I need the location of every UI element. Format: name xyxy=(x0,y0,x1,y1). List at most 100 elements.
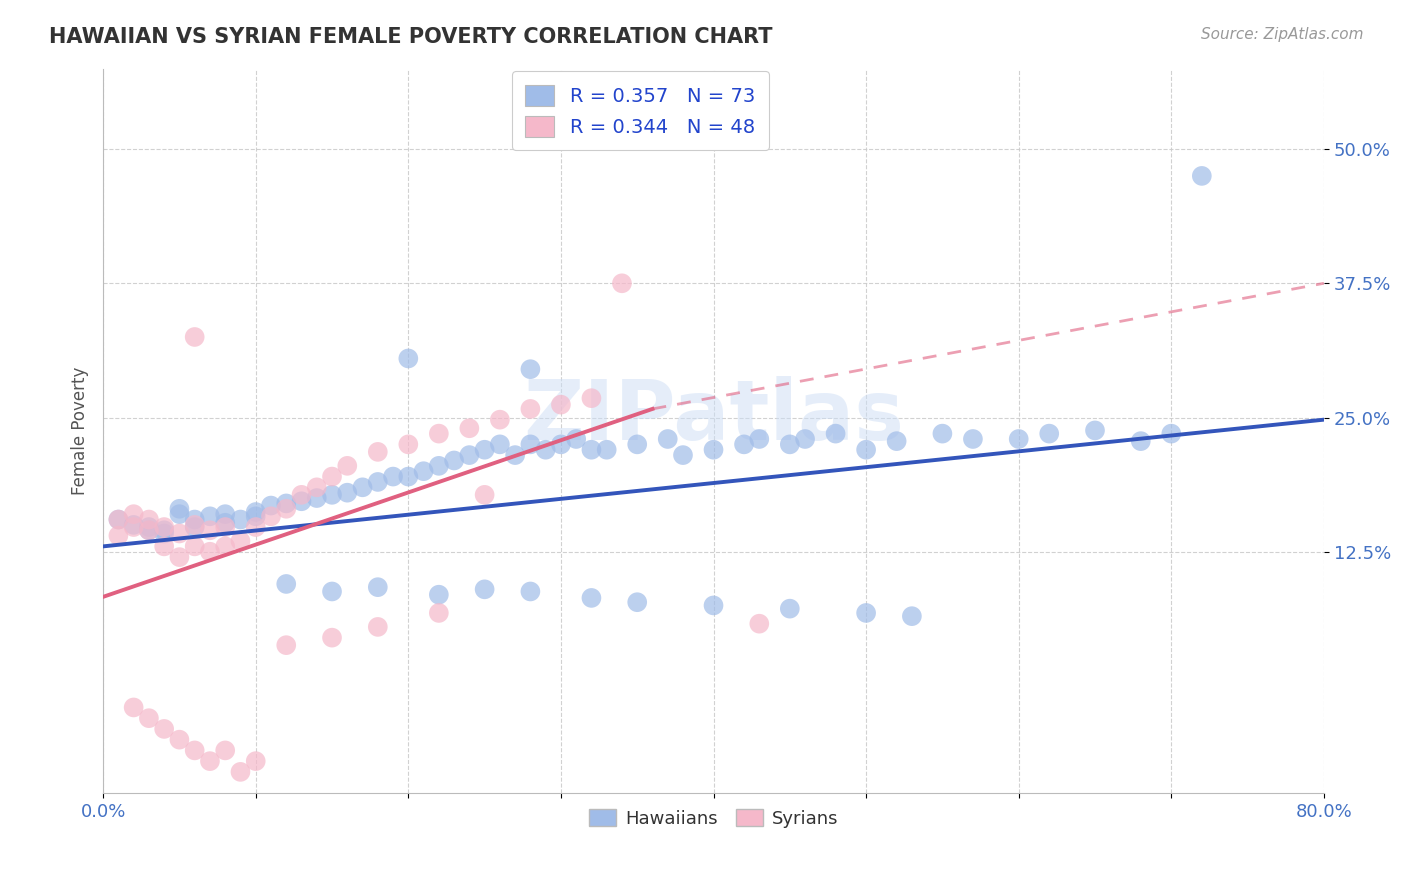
Point xyxy=(214,743,236,757)
Point xyxy=(474,488,496,502)
Point xyxy=(260,499,283,513)
Point xyxy=(886,434,908,449)
Point xyxy=(305,480,328,494)
Point xyxy=(138,523,160,537)
Point xyxy=(305,491,328,505)
Point xyxy=(581,442,603,457)
Point xyxy=(321,488,343,502)
Point xyxy=(367,580,389,594)
Point xyxy=(122,520,145,534)
Point xyxy=(352,480,374,494)
Point xyxy=(214,540,236,554)
Point xyxy=(962,432,984,446)
Point xyxy=(138,523,160,537)
Point xyxy=(382,469,405,483)
Point xyxy=(474,442,496,457)
Point xyxy=(367,620,389,634)
Point xyxy=(153,540,176,554)
Point xyxy=(672,448,695,462)
Point xyxy=(107,512,129,526)
Point xyxy=(474,582,496,597)
Point xyxy=(321,469,343,483)
Point xyxy=(214,520,236,534)
Point xyxy=(336,458,359,473)
Point xyxy=(276,496,298,510)
Point xyxy=(779,437,801,451)
Point xyxy=(229,512,252,526)
Point xyxy=(214,516,236,530)
Point xyxy=(169,526,191,541)
Point xyxy=(276,501,298,516)
Point xyxy=(183,512,205,526)
Point xyxy=(169,550,191,565)
Text: HAWAIIAN VS SYRIAN FEMALE POVERTY CORRELATION CHART: HAWAIIAN VS SYRIAN FEMALE POVERTY CORREL… xyxy=(49,27,773,46)
Point xyxy=(153,520,176,534)
Point xyxy=(702,599,724,613)
Point xyxy=(153,722,176,736)
Point xyxy=(183,540,205,554)
Point xyxy=(855,442,877,457)
Text: ZIPatlas: ZIPatlas xyxy=(523,376,904,457)
Point xyxy=(427,426,450,441)
Point xyxy=(1191,169,1213,183)
Point xyxy=(198,509,221,524)
Point xyxy=(183,517,205,532)
Point xyxy=(489,437,512,451)
Point xyxy=(260,509,283,524)
Point xyxy=(122,700,145,714)
Point xyxy=(229,764,252,779)
Point xyxy=(153,526,176,541)
Point xyxy=(581,391,603,405)
Point xyxy=(107,528,129,542)
Point xyxy=(321,631,343,645)
Point xyxy=(138,711,160,725)
Point xyxy=(748,432,770,446)
Point xyxy=(396,469,419,483)
Point xyxy=(276,638,298,652)
Point xyxy=(519,362,541,376)
Point xyxy=(367,475,389,489)
Point xyxy=(214,507,236,521)
Point xyxy=(550,398,572,412)
Point xyxy=(519,584,541,599)
Point xyxy=(427,458,450,473)
Point xyxy=(412,464,434,478)
Point xyxy=(1008,432,1031,446)
Point xyxy=(1129,434,1152,449)
Point xyxy=(489,412,512,426)
Point xyxy=(657,432,679,446)
Point xyxy=(367,445,389,459)
Point xyxy=(321,584,343,599)
Point xyxy=(290,494,312,508)
Point xyxy=(198,523,221,537)
Point xyxy=(276,577,298,591)
Point xyxy=(550,437,572,451)
Point xyxy=(198,545,221,559)
Point xyxy=(183,743,205,757)
Point xyxy=(427,606,450,620)
Point xyxy=(229,534,252,549)
Point xyxy=(581,591,603,605)
Point xyxy=(183,330,205,344)
Point xyxy=(626,595,648,609)
Point xyxy=(458,448,481,462)
Point xyxy=(1084,424,1107,438)
Point xyxy=(702,442,724,457)
Point xyxy=(596,442,619,457)
Point xyxy=(245,754,267,768)
Point xyxy=(183,520,205,534)
Point xyxy=(733,437,755,451)
Point xyxy=(1160,426,1182,441)
Point xyxy=(153,523,176,537)
Point xyxy=(610,277,633,291)
Point xyxy=(779,601,801,615)
Point xyxy=(122,507,145,521)
Point xyxy=(748,616,770,631)
Point xyxy=(503,448,526,462)
Point xyxy=(336,485,359,500)
Point xyxy=(198,754,221,768)
Point xyxy=(626,437,648,451)
Point xyxy=(519,401,541,416)
Point xyxy=(427,588,450,602)
Point xyxy=(122,517,145,532)
